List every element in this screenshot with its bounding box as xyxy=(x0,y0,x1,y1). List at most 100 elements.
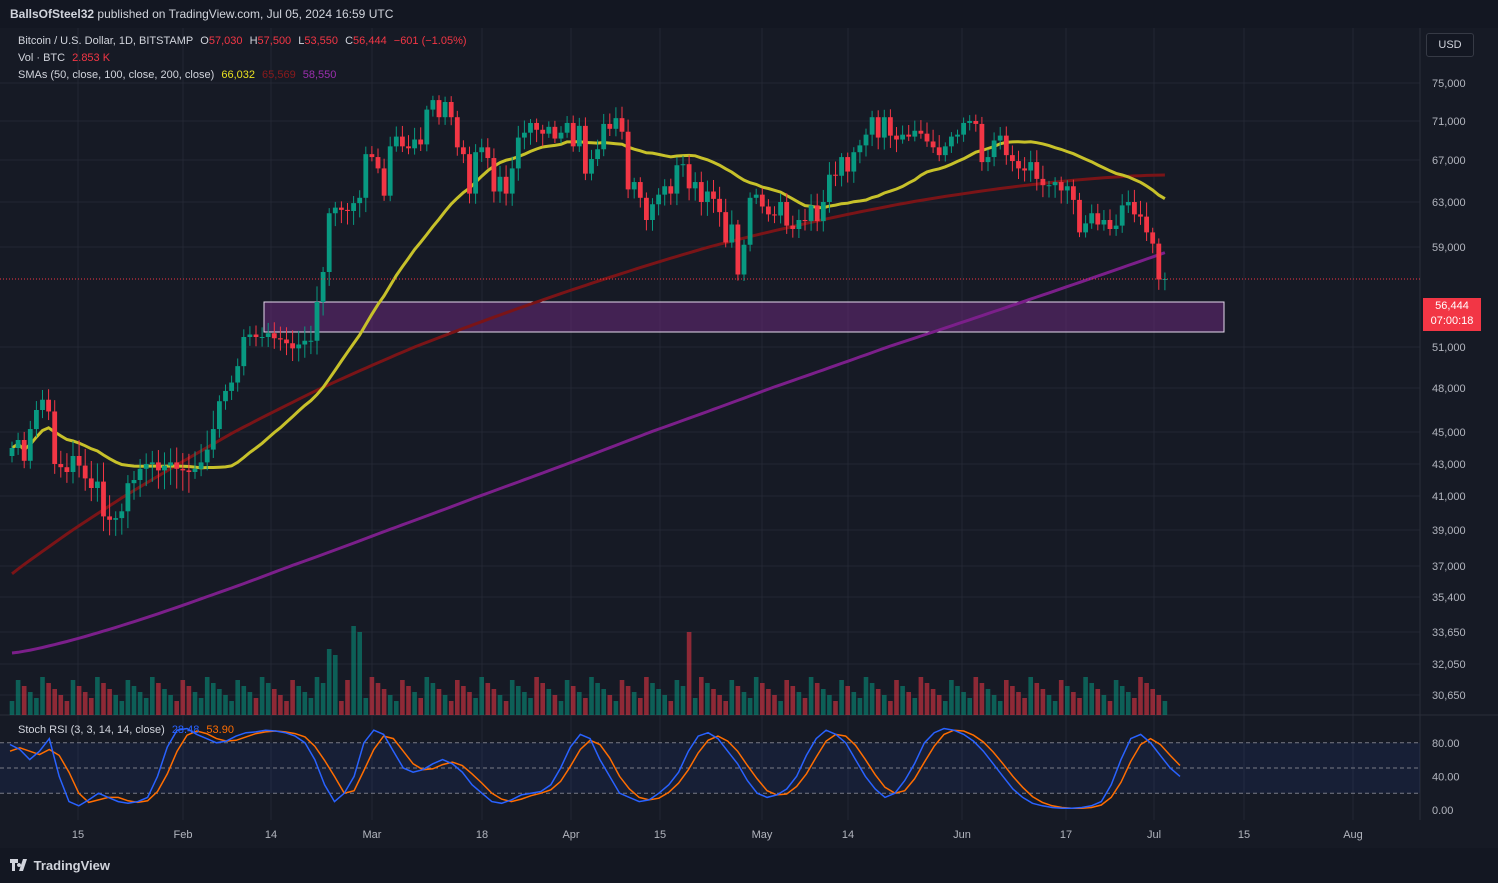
candle-body xyxy=(156,462,161,471)
volume-bar xyxy=(418,698,423,715)
sma-label[interactable]: SMAs (50, close, 100, close, 200, close) xyxy=(18,69,215,81)
volume-bar xyxy=(1046,695,1052,715)
candle-body xyxy=(961,122,966,135)
candle-body xyxy=(1125,202,1131,206)
volume-bar xyxy=(936,695,942,715)
sma100-value: 65,569 xyxy=(262,69,296,81)
volume-bar xyxy=(1156,695,1162,715)
volume-bar xyxy=(259,677,265,715)
volume-bar xyxy=(760,683,765,715)
volume-bar xyxy=(101,683,106,715)
candle-body xyxy=(955,134,960,137)
candle-body xyxy=(723,212,729,243)
volume-label[interactable]: Vol · BTC xyxy=(18,52,66,64)
volume-bar xyxy=(717,695,722,715)
candle-body xyxy=(259,337,265,338)
volume-bar xyxy=(1004,680,1009,715)
volume-bar xyxy=(363,698,369,715)
volume-bar xyxy=(46,683,51,715)
volume-bar xyxy=(961,692,966,715)
x-axis-label: Apr xyxy=(562,829,579,841)
tradingview-logo[interactable]: TradingView xyxy=(10,858,110,873)
volume-bar xyxy=(162,689,167,715)
volume-bar xyxy=(357,632,362,715)
candle-body xyxy=(692,182,698,189)
sma200-value: 58,550 xyxy=(302,69,337,81)
candle-body xyxy=(290,343,295,349)
x-axis-label: Jun xyxy=(953,829,971,841)
volume-bar xyxy=(741,692,747,715)
volume-bar xyxy=(34,698,39,715)
y-axis-label: 59,000 xyxy=(1432,242,1466,254)
candle-body xyxy=(1101,220,1107,225)
volume-bar xyxy=(406,686,411,715)
candle-body xyxy=(778,202,783,216)
candle-body xyxy=(308,340,314,342)
candle-body xyxy=(235,366,241,383)
candle-body xyxy=(698,182,704,202)
volume-bar xyxy=(58,695,64,715)
volume-bar xyxy=(564,680,570,715)
publisher-name[interactable]: BallsOfSteel32 xyxy=(10,7,95,21)
volume-bar xyxy=(668,701,674,715)
volume-bar xyxy=(1010,686,1015,715)
y-axis-label: 48,000 xyxy=(1432,383,1466,395)
volume-bar xyxy=(351,626,356,715)
candle-body xyxy=(644,197,649,220)
candle-body xyxy=(1003,135,1009,156)
candle-body xyxy=(320,272,326,302)
volume-bar xyxy=(997,701,1003,715)
volume-bar xyxy=(308,698,314,715)
volume-bar xyxy=(223,695,228,715)
volume-bar xyxy=(1052,701,1058,715)
candle-body xyxy=(497,176,503,192)
candle-body xyxy=(473,152,478,194)
candle-body xyxy=(485,147,491,159)
y-axis-label: 41,000 xyxy=(1432,491,1466,503)
candle-body xyxy=(64,467,70,472)
volume-bar xyxy=(729,680,735,715)
stoch-label[interactable]: Stoch RSI (3, 3, 14, 14, close) xyxy=(18,724,165,736)
y-axis-label: 75,000 xyxy=(1432,78,1466,90)
volume-bar xyxy=(699,677,704,715)
candle-body xyxy=(881,117,887,138)
volume-bar xyxy=(814,683,820,715)
volume-bar xyxy=(1065,686,1070,715)
candle-body xyxy=(369,154,375,158)
candle-body xyxy=(625,131,631,190)
y-axis-label: 39,000 xyxy=(1432,525,1466,537)
candle-body xyxy=(576,125,582,147)
volume-bar xyxy=(546,689,552,715)
symbol-title[interactable]: Bitcoin / U.S. Dollar, 1D, BITSTAMP xyxy=(18,35,194,47)
volume-bar xyxy=(845,686,850,715)
chart-area[interactable]: 75,000 71,000 67,000 63,000 59,000 51,000 48,0… xyxy=(0,28,1498,848)
candle-body xyxy=(1107,220,1113,229)
y-axis-label: 51,000 xyxy=(1432,342,1466,354)
candle-body xyxy=(345,209,350,211)
price-chart-svg[interactable]: 75,000 71,000 67,000 63,000 59,000 51,000 48,0… xyxy=(0,28,1498,848)
candle-body xyxy=(753,194,759,198)
volume-bar xyxy=(253,698,259,715)
candle-body xyxy=(589,159,594,174)
volume-bar xyxy=(943,701,948,715)
candle-body xyxy=(1156,243,1162,280)
volume-bar xyxy=(1107,701,1113,715)
volume-bar xyxy=(1083,677,1088,715)
y-axis-label: 67,000 xyxy=(1432,155,1466,167)
volume-bar xyxy=(912,698,918,715)
volume-bar xyxy=(528,698,533,715)
candle-body xyxy=(1071,186,1076,200)
x-axis-label: Aug xyxy=(1343,829,1363,841)
volume-bar xyxy=(1016,692,1021,715)
volume-bar xyxy=(894,680,899,715)
candle-body xyxy=(9,448,15,456)
volume-bar xyxy=(247,692,253,715)
volume-bar xyxy=(692,698,698,715)
candle-body xyxy=(735,224,741,275)
currency-button[interactable]: USD xyxy=(1426,33,1474,57)
candle-body xyxy=(784,202,790,226)
candle-body xyxy=(70,456,76,472)
volume-bar xyxy=(156,683,161,715)
volume-bar xyxy=(290,680,295,715)
x-axis-label: May xyxy=(752,829,773,841)
